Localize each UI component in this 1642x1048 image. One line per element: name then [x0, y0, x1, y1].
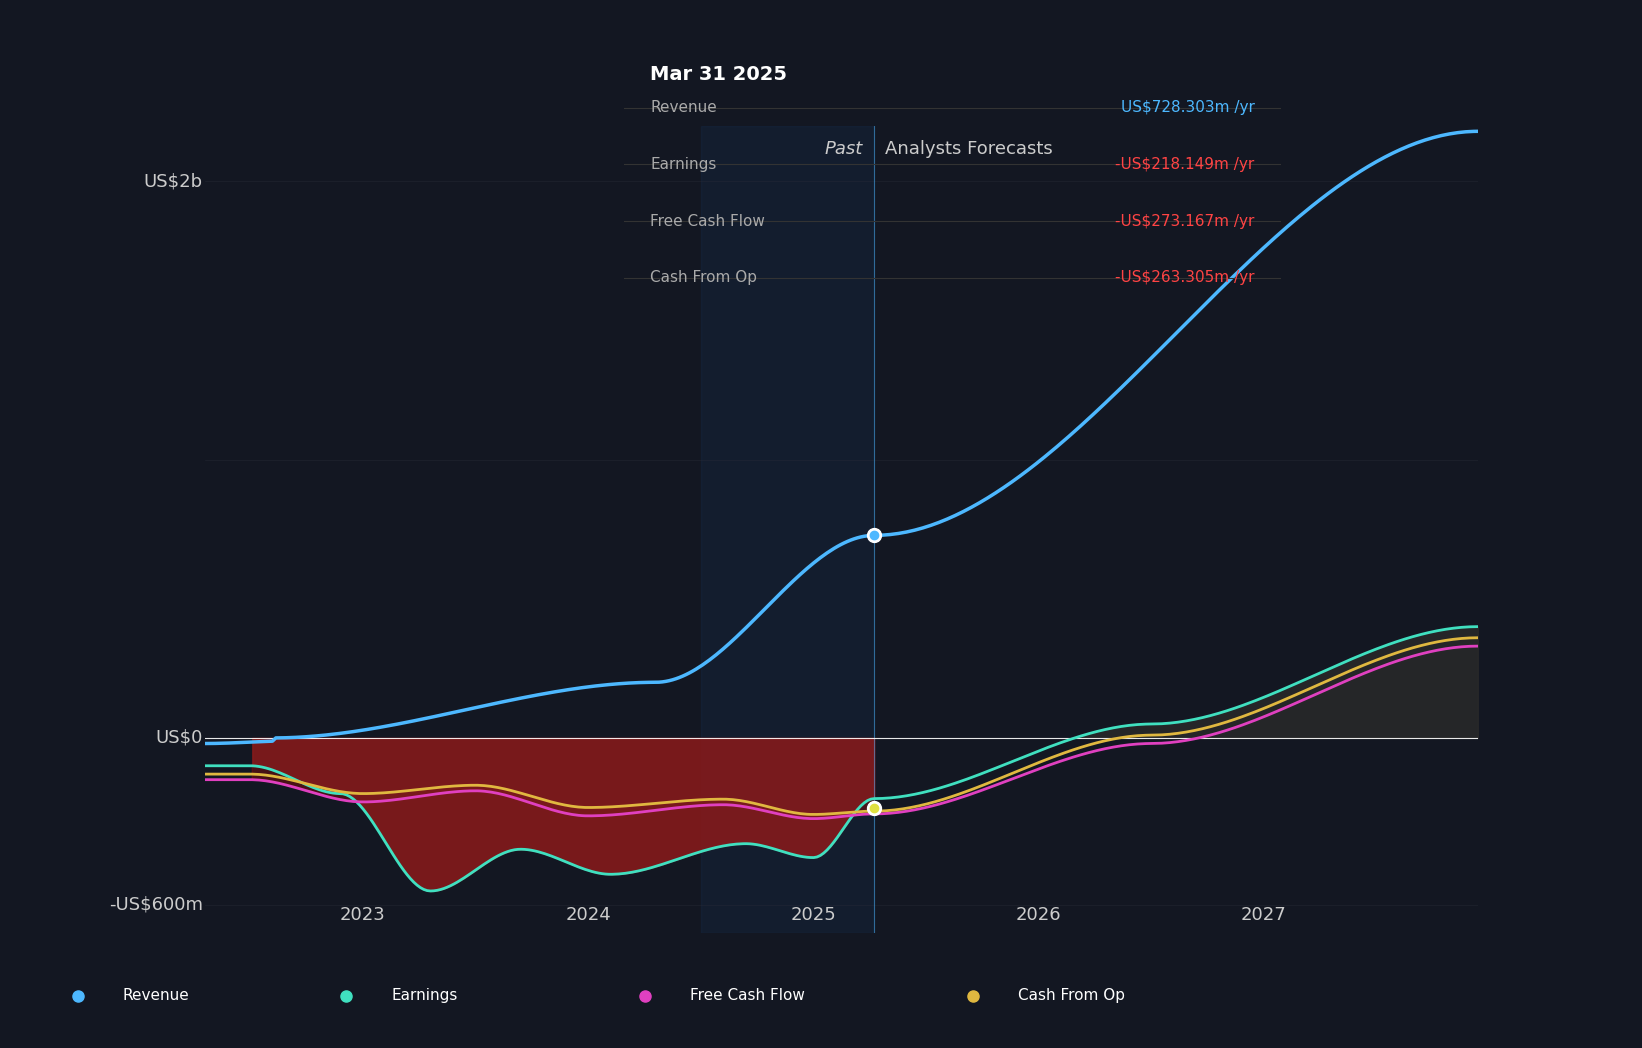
Text: -US$600m: -US$600m — [108, 896, 204, 914]
Text: -US$263.305m /yr: -US$263.305m /yr — [1115, 270, 1254, 285]
Text: Earnings: Earnings — [391, 988, 458, 1003]
Text: US$728.303m /yr: US$728.303m /yr — [1120, 101, 1254, 115]
Text: US$0: US$0 — [156, 729, 204, 747]
Text: Earnings: Earnings — [650, 157, 716, 172]
Text: Past: Past — [824, 139, 864, 157]
Text: 2023: 2023 — [340, 907, 386, 924]
Text: Free Cash Flow: Free Cash Flow — [650, 214, 765, 228]
Text: Mar 31 2025: Mar 31 2025 — [650, 65, 787, 85]
Text: 2025: 2025 — [790, 907, 836, 924]
Text: 2024: 2024 — [565, 907, 611, 924]
Text: Free Cash Flow: Free Cash Flow — [690, 988, 805, 1003]
Text: -US$218.149m /yr: -US$218.149m /yr — [1115, 157, 1254, 172]
Text: Revenue: Revenue — [123, 988, 189, 1003]
Bar — [701, 126, 874, 933]
Text: 2027: 2027 — [1241, 907, 1287, 924]
Text: Analysts Forecasts: Analysts Forecasts — [885, 139, 1053, 157]
Text: Cash From Op: Cash From Op — [650, 270, 757, 285]
Text: US$2b: US$2b — [144, 173, 204, 191]
Text: Revenue: Revenue — [650, 101, 718, 115]
Text: 2026: 2026 — [1016, 907, 1061, 924]
Text: -US$273.167m /yr: -US$273.167m /yr — [1115, 214, 1254, 228]
Text: Cash From Op: Cash From Op — [1018, 988, 1125, 1003]
